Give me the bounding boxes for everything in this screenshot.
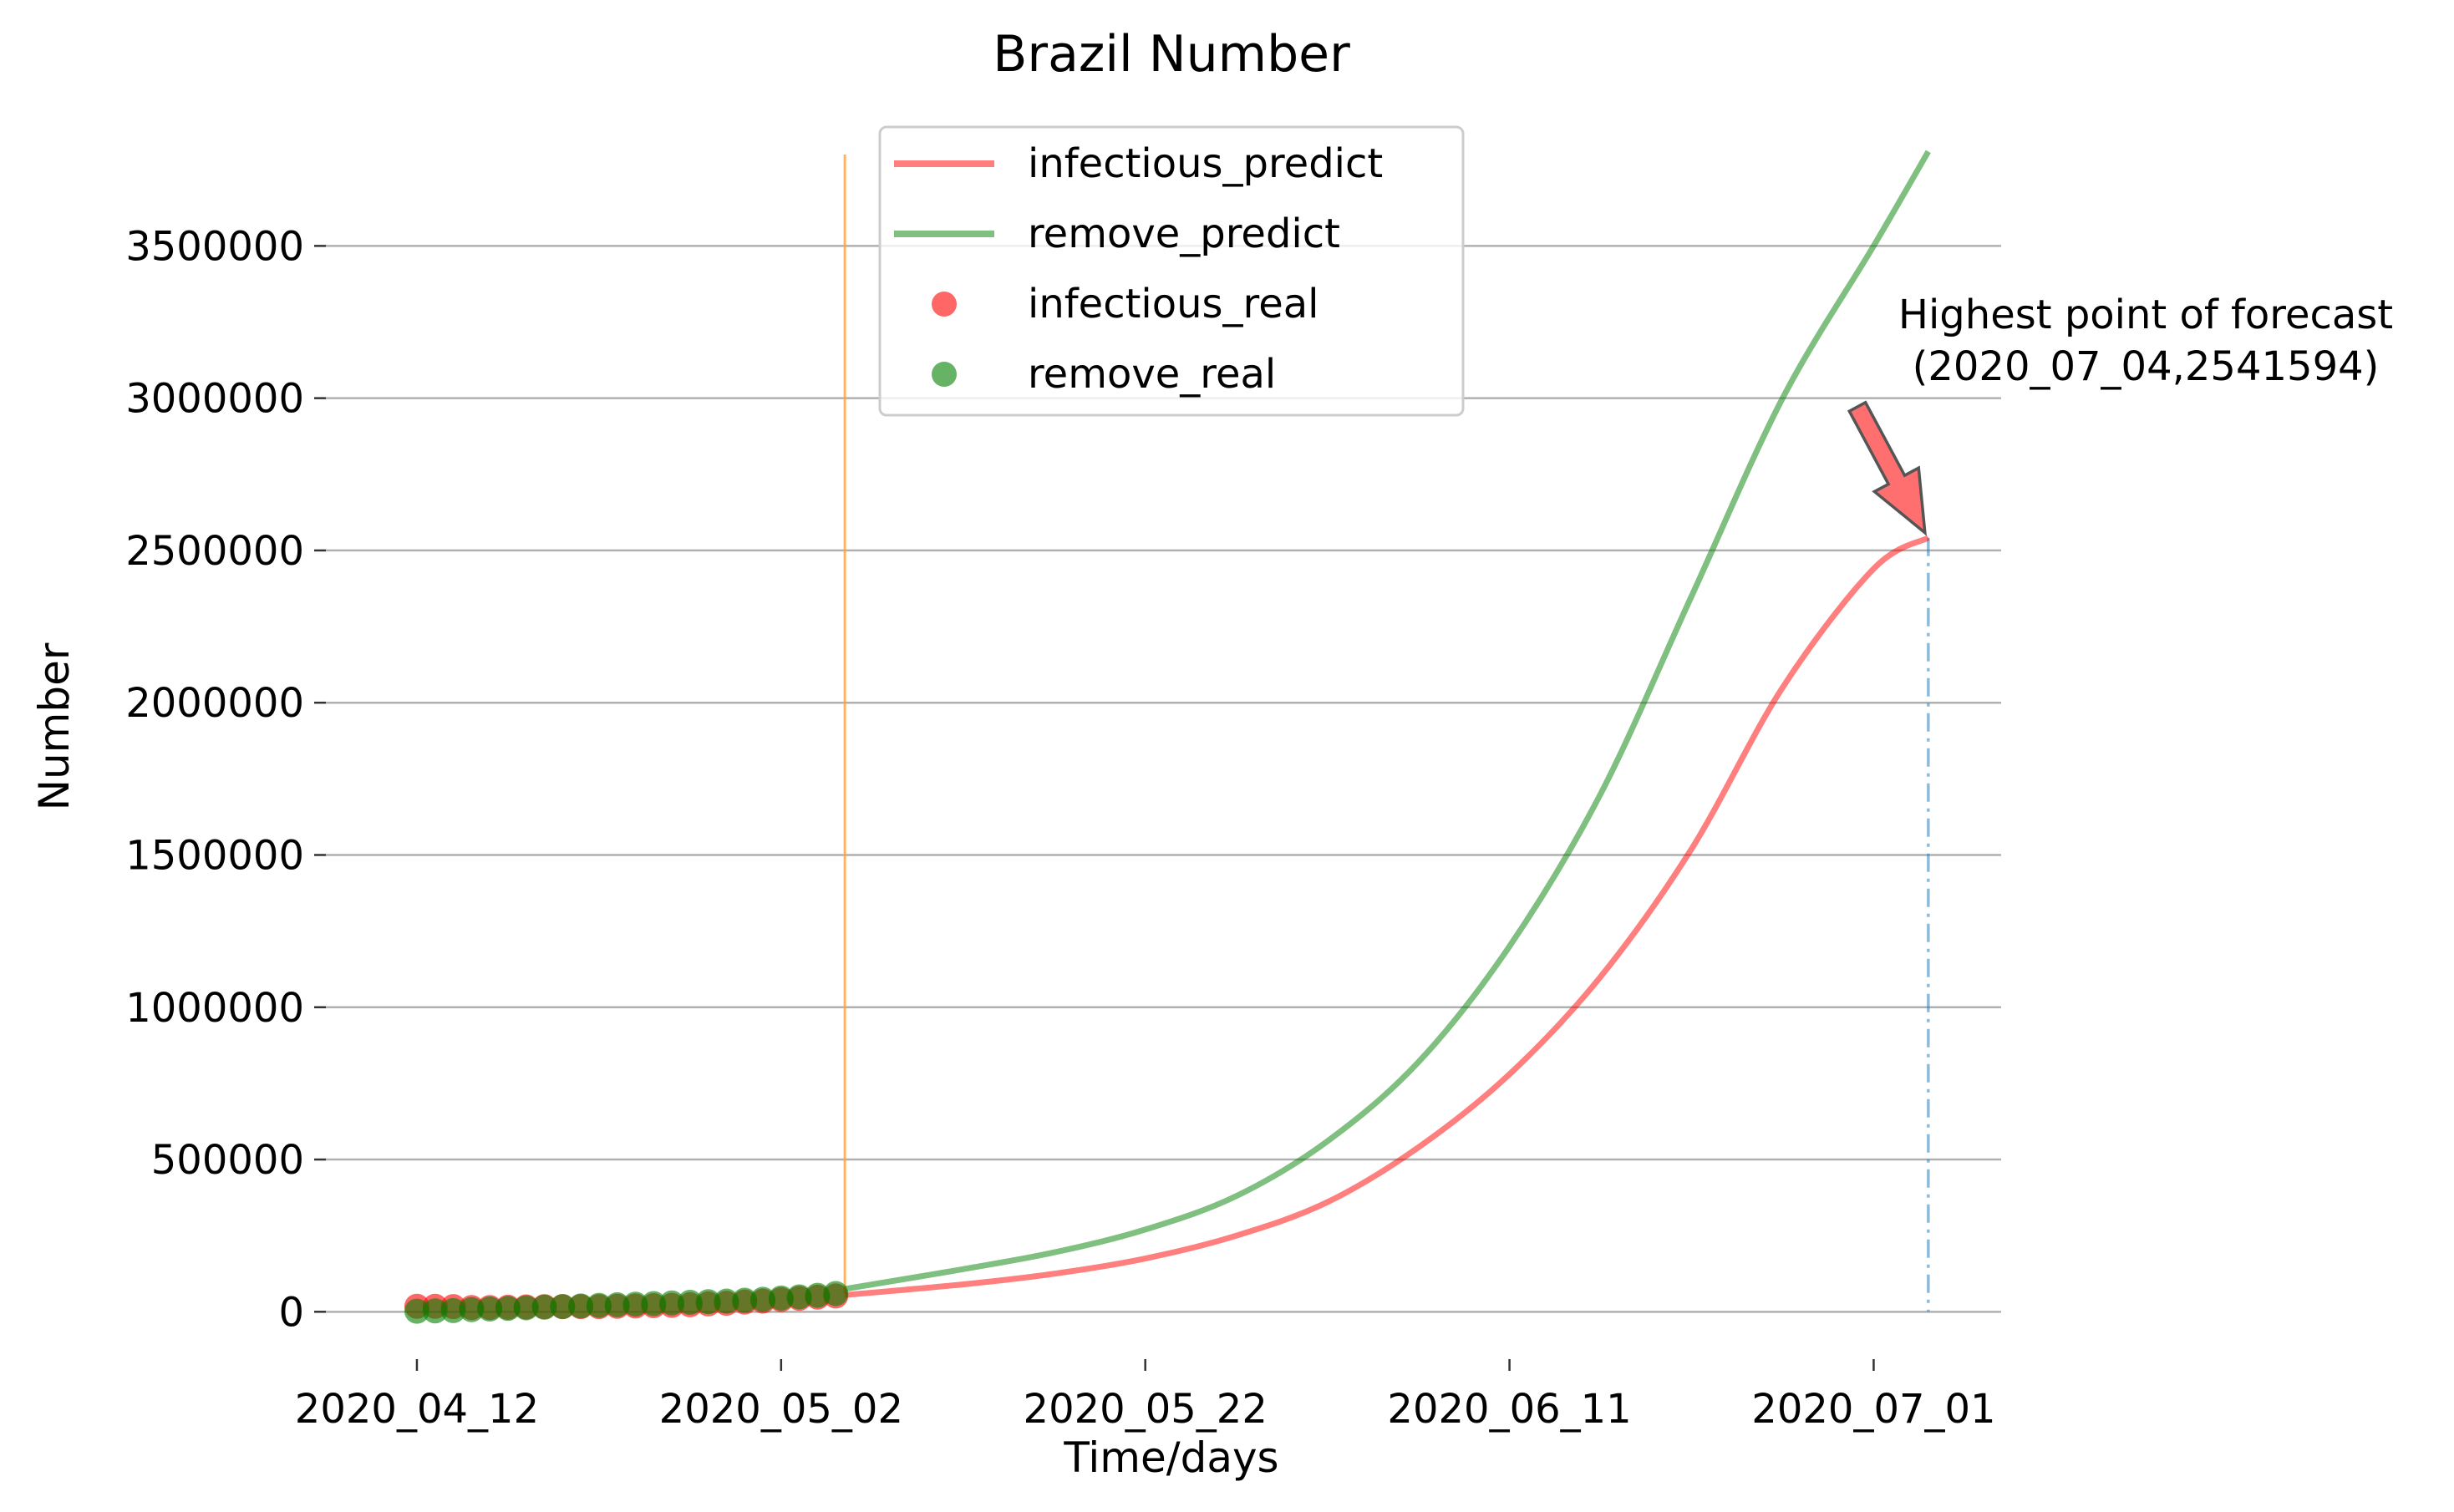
y-tick-label: 1000000 <box>125 985 304 1032</box>
point-remove-real <box>695 1289 721 1315</box>
legend-frame <box>878 125 1465 417</box>
point-remove-real <box>750 1286 776 1312</box>
chart-title: Brazil Number <box>993 25 1350 84</box>
point-remove-real <box>786 1284 812 1310</box>
legend-marker-remove-real <box>932 362 957 387</box>
point-remove-real <box>659 1290 685 1316</box>
series-line-infectious-predict <box>844 535 1930 1298</box>
grid-lines <box>326 245 2001 1313</box>
point-remove-real <box>440 1297 466 1323</box>
y-tick-label: 1500000 <box>125 832 304 879</box>
point-remove-real <box>513 1295 539 1321</box>
y-axis-label: Number <box>30 642 79 810</box>
x-tick-label: 2020_05_02 <box>659 1386 903 1433</box>
x-axis-label: Time/days <box>1063 1433 1278 1482</box>
point-remove-real <box>641 1291 667 1317</box>
point-remove-real <box>604 1291 630 1317</box>
point-remove-real <box>714 1288 739 1314</box>
point-remove-real <box>495 1296 521 1322</box>
x-tick-label: 2020_04_12 <box>295 1386 539 1433</box>
point-remove-real <box>568 1293 594 1319</box>
series-lines <box>844 150 1931 1298</box>
point-remove-real <box>768 1285 794 1311</box>
point-remove-real <box>477 1296 503 1322</box>
point-remove-real <box>823 1281 849 1307</box>
annotation-line-2: (2020_07_04,2541594) <box>1913 343 2380 390</box>
point-remove-real <box>550 1294 576 1320</box>
point-remove-real <box>622 1291 648 1317</box>
legend-label-remove-predict: remove_predict <box>1028 211 1340 257</box>
point-remove-real <box>531 1294 557 1320</box>
point-remove-real <box>732 1287 758 1313</box>
x-tick-label: 2020_07_01 <box>1751 1386 1995 1433</box>
y-tick-label: 2500000 <box>125 528 304 575</box>
annotation-line-1: Highest point of forecast <box>1898 292 2393 338</box>
y-tick-label: 2000000 <box>125 680 304 727</box>
legend: infectious_predict remove_predict infect… <box>878 125 1465 417</box>
point-remove-real <box>586 1292 612 1318</box>
y-tick-label: 3000000 <box>125 376 304 423</box>
legend-label-infectious-real: infectious_real <box>1028 281 1319 327</box>
point-remove-real <box>422 1298 448 1324</box>
annotation-arrow <box>1847 400 1927 536</box>
legend-marker-infectious-real <box>932 292 957 317</box>
y-tick-label: 0 <box>278 1289 304 1336</box>
x-tick-label: 2020_05_22 <box>1024 1386 1268 1433</box>
legend-label-infectious-predict: infectious_predict <box>1028 140 1383 187</box>
point-remove-real <box>459 1296 485 1322</box>
point-remove-real <box>677 1290 703 1316</box>
reference-lines <box>843 155 1930 1312</box>
point-remove-real <box>805 1282 831 1308</box>
y-tick-label: 3500000 <box>125 223 304 270</box>
x-axis-ticks: 2020_04_12 2020_05_02 2020_05_22 2020_06_11… <box>295 1359 1996 1433</box>
series-line-remove-predict <box>844 150 1931 1292</box>
legend-label-remove-real: remove_real <box>1028 351 1276 398</box>
y-tick-label: 500000 <box>151 1137 304 1184</box>
forecast-annotation: Highest point of forecast (2020_07_04,25… <box>1847 292 2393 536</box>
x-tick-label: 2020_06_11 <box>1387 1386 1631 1433</box>
y-axis-ticks: 0 500000 1000000 1500000 2000000 2500000 30000… <box>125 223 326 1336</box>
scatter-points <box>404 1281 849 1324</box>
point-remove-real <box>404 1298 429 1324</box>
